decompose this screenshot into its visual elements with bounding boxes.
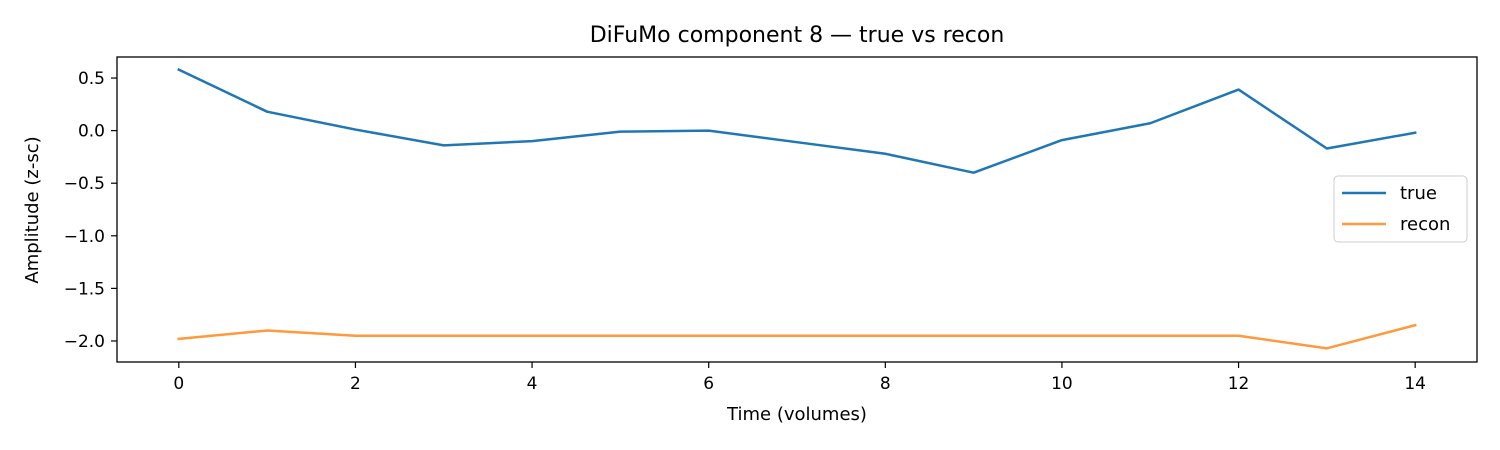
chart-title: DiFuMo component 8 — true vs recon <box>590 23 1005 48</box>
x-tick-label: 0 <box>173 374 184 394</box>
x-tick-label: 14 <box>1404 374 1426 394</box>
y-tick-label: −1.5 <box>64 279 105 299</box>
y-tick-label: 0.0 <box>78 122 105 142</box>
series-line-recon <box>177 323 1417 350</box>
y-axis-label: Amplitude (z-sc) <box>22 136 43 283</box>
x-tick-label: 12 <box>1228 374 1250 394</box>
x-tick-label: 6 <box>703 374 714 394</box>
legend: true recon <box>1333 175 1468 243</box>
plot-frame <box>116 56 1478 363</box>
x-axis-ticks: 0 2 4 6 8 10 12 14 <box>173 362 1426 394</box>
y-axis-ticks: 0.5 0.0 −0.5 −1.0 −1.5 −2.0 <box>64 69 117 352</box>
x-tick-label: 10 <box>1051 374 1073 394</box>
series-layer <box>177 67 1417 350</box>
y-tick-label: −0.5 <box>64 174 105 194</box>
x-axis-label: Time (volumes) <box>726 404 867 425</box>
x-tick-label: 4 <box>527 374 538 394</box>
x-tick-label: 8 <box>880 374 891 394</box>
legend-label-true: true <box>1400 183 1437 204</box>
y-tick-label: 0.5 <box>78 69 105 89</box>
y-tick-label: −2.0 <box>64 332 105 352</box>
legend-label-recon: recon <box>1400 214 1450 235</box>
y-tick-label: −1.0 <box>64 227 105 247</box>
x-tick-label: 2 <box>350 374 361 394</box>
series-line-true <box>177 67 1417 174</box>
